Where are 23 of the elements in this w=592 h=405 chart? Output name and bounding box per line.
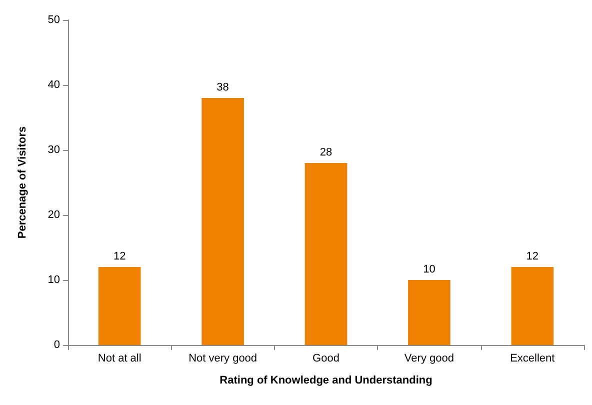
bar (202, 98, 244, 345)
x-tick-label: Very good (404, 352, 454, 364)
x-tick-label: Not very good (188, 352, 258, 364)
y-tick-label: 20 (48, 209, 60, 221)
data-label: 12 (113, 250, 126, 262)
bar (511, 267, 554, 345)
y-tick-label: 50 (48, 14, 60, 26)
y-tick-label: 10 (48, 274, 60, 286)
bar (304, 163, 348, 345)
data-label: 12 (526, 250, 539, 262)
y-tick-label: 30 (48, 144, 60, 156)
y-tick-label: 0 (54, 339, 60, 351)
data-label: 38 (216, 82, 229, 94)
x-tick-label: Not at all (98, 352, 142, 364)
x-tick-label: Excellent (510, 352, 555, 364)
y-axis-title: Percenage of Visitors (16, 126, 28, 239)
bar (408, 280, 450, 345)
data-label: 10 (423, 264, 436, 276)
data-label: 28 (320, 146, 332, 158)
x-tick-label: Good (312, 352, 340, 364)
y-tick-label: 40 (48, 79, 60, 91)
x-axis-title: Rating of Knowledge and Understanding (220, 374, 432, 386)
bar (98, 267, 141, 345)
